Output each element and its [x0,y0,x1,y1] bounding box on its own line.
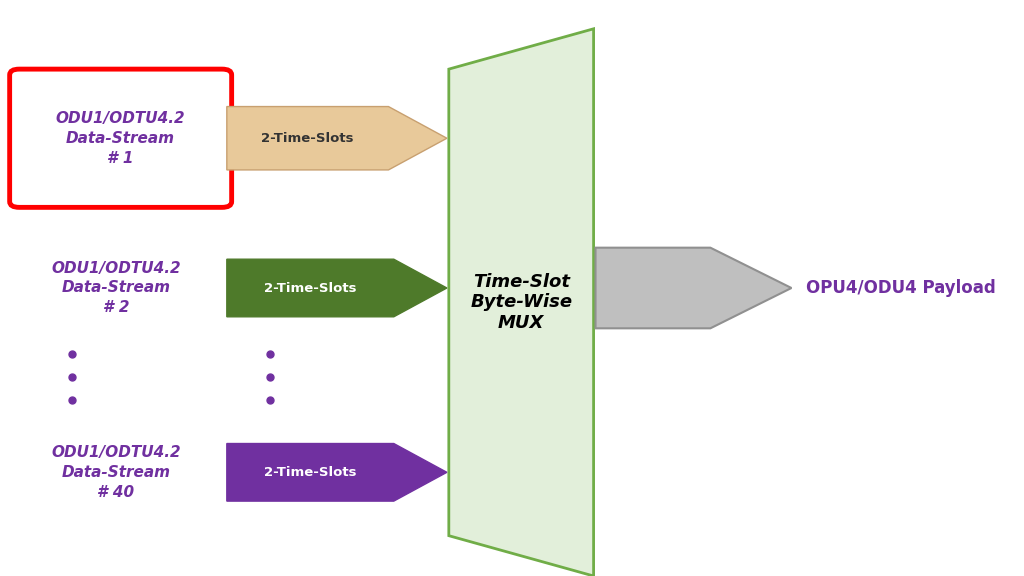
Polygon shape [227,107,446,170]
Text: ODU1/ODTU4.2
Data-Stream
# 2: ODU1/ODTU4.2 Data-Stream # 2 [51,261,180,315]
Text: 2-Time-Slots: 2-Time-Slots [264,466,356,479]
Text: OPU4/ODU4 Payload: OPU4/ODU4 Payload [806,279,995,297]
Text: 2-Time-Slots: 2-Time-Slots [264,282,356,294]
Text: 2-Time-Slots: 2-Time-Slots [261,132,354,145]
FancyBboxPatch shape [9,69,231,207]
Polygon shape [227,444,446,501]
Text: ODU1/ODTU4.2
Data-Stream
# 40: ODU1/ODTU4.2 Data-Stream # 40 [51,445,180,499]
Text: ODU1/ODTU4.2
Data-Stream
# 1: ODU1/ODTU4.2 Data-Stream # 1 [56,111,185,165]
Polygon shape [449,29,594,576]
Polygon shape [227,259,446,317]
Text: Time-Slot
Byte-Wise
MUX: Time-Slot Byte-Wise MUX [470,272,572,332]
Polygon shape [596,248,792,328]
